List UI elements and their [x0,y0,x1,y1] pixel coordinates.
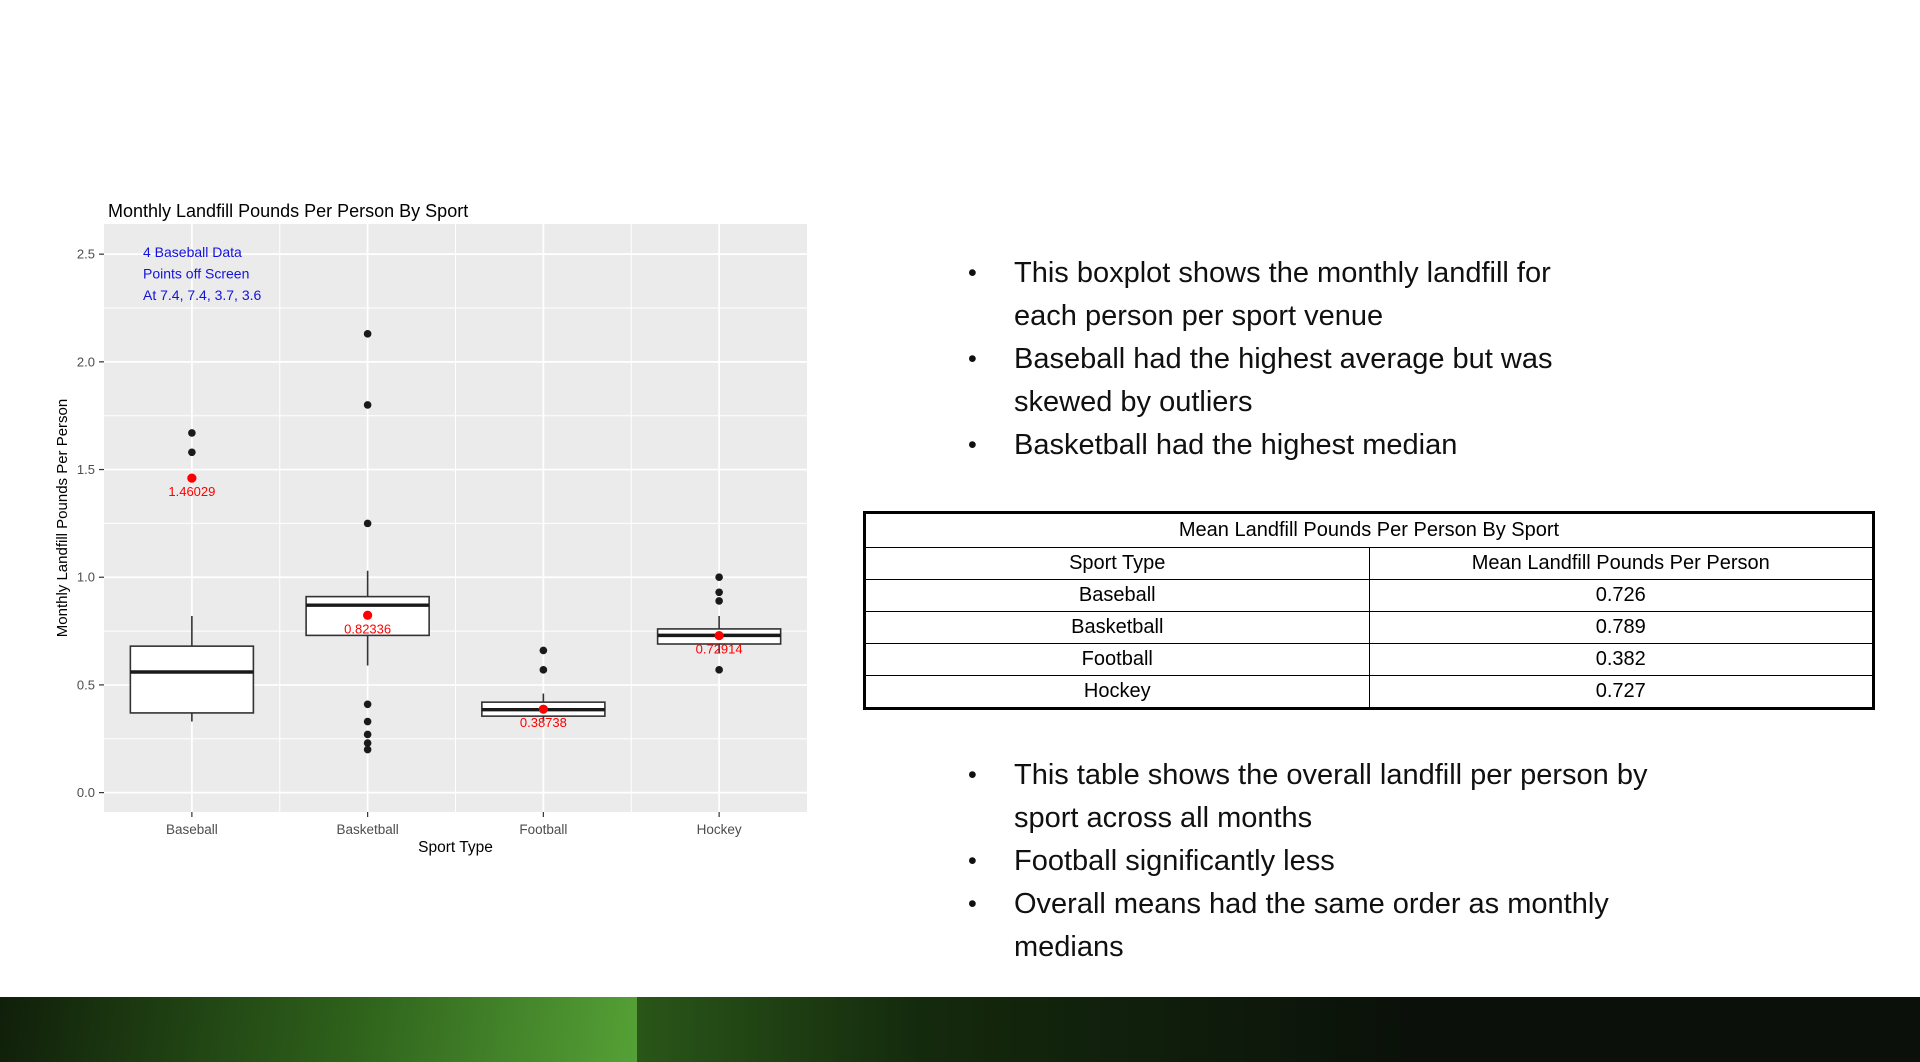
mean-point [538,704,548,714]
table-title: Mean Landfill Pounds Per Person By Sport [864,512,1874,548]
bullet-marker: • [968,259,977,287]
box-baseball [129,645,255,714]
outlier-point [363,717,372,726]
bullet-marker: • [968,431,977,459]
annotation-line: Points off Screen [143,266,249,282]
mean-label: 0.38738 [520,715,567,730]
boxplot-chart: 1.46029 Baseball 0.82336 Basketball 0.38738 F… [52,195,832,871]
boxplot-svg: 1.46029 Baseball 0.82336 Basketball 0.38738 F… [54,201,807,856]
mean-label: 0.72914 [696,642,743,657]
bullet-marker: • [968,890,977,918]
table-notes-list: • This table shows the overall landfill … [968,754,1808,969]
mean-point [363,610,373,620]
bullet-item: • Overall means had the same order as mo… [968,883,1808,969]
cell-sport: Basketball [864,611,1370,644]
mean-label: 0.82336 [344,621,391,636]
y-tick-label: 1.5 [77,462,95,477]
y-tick-label: 2.5 [77,247,95,262]
mean-label: 1.46029 [168,484,215,499]
y-tick-label: 2.0 [77,354,95,369]
mean-table-section: Mean Landfill Pounds Per Person By Sport… [863,511,1875,710]
table-row: Hockey 0.727 [864,675,1874,709]
table-header-row: Sport Type Mean Landfill Pounds Per Pers… [864,547,1874,580]
outlier-point [363,519,372,528]
outlier-point [363,730,372,739]
outlier-point [715,573,723,582]
annotation-line: 4 Baseball Data [143,244,242,260]
bullet-text: Overall means had the same order as mont… [1014,888,1609,963]
outlier-point [715,597,723,605]
outlier-point [363,700,372,709]
outlier-point [363,401,372,409]
y-tick-label: 1.0 [77,570,95,585]
outlier-point [188,448,196,457]
bullet-text: This boxplot shows the monthly landfill … [1014,257,1551,332]
y-tick-label: 0.5 [77,677,95,692]
bullet-item: • This boxplot shows the monthly landfil… [968,252,1748,338]
outlier-point [188,429,196,437]
cell-mean: 0.789 [1368,611,1874,644]
table-row: Baseball 0.726 [864,579,1874,612]
outlier-point [539,646,548,655]
cell-mean: 0.382 [1368,643,1874,676]
mean-point [714,630,724,641]
x-axis-title: Sport Type [418,839,493,856]
x-tick-label: Hockey [697,822,742,837]
chart-title: Monthly Landfill Pounds Per Person By Sp… [108,201,468,221]
bullet-text: Basketball had the highest median [1014,429,1458,461]
bullet-marker: • [968,847,977,875]
x-tick-label: Football [519,822,567,837]
y-axis-title: Monthly Landfill Pounds Per Person [54,399,71,637]
column-header-mean: Mean Landfill Pounds Per Person [1368,547,1874,580]
cell-sport: Football [864,643,1370,676]
footer-dark-gradient-right [637,997,1920,1062]
cell-sport: Baseball [864,579,1370,612]
bullet-item: • Football significantly less [968,840,1808,883]
outlier-point [363,745,372,754]
x-tick-label: Basketball [336,822,398,837]
table-title-row: Mean Landfill Pounds Per Person By Sport [864,512,1874,548]
cell-mean: 0.726 [1368,579,1874,612]
slide-footer-bar [0,997,1920,1062]
footer-green-gradient-left [0,997,637,1062]
chart-notes-list: • This boxplot shows the monthly landfil… [968,252,1748,467]
mean-table: Mean Landfill Pounds Per Person By Sport… [863,511,1875,710]
mean-point [187,473,197,483]
bullet-text: Baseball had the highest average but was… [1014,343,1553,418]
outlier-point [539,666,548,674]
bullet-marker: • [968,345,977,373]
y-tick-label: 0.0 [77,785,95,800]
table-row: Basketball 0.789 [864,611,1874,644]
bullet-marker: • [968,761,977,789]
bullet-item: • Baseball had the highest average but w… [968,338,1748,424]
outlier-point [715,588,723,597]
bullet-text: Football significantly less [1014,845,1335,877]
bullet-item: • This table shows the overall landfill … [968,754,1808,840]
outlier-point [363,739,372,747]
table-row: Football 0.382 [864,643,1874,676]
outlier-point [715,666,723,674]
bullet-text: This table shows the overall landfill pe… [1014,759,1648,834]
annotation-line: At 7.4, 7.4, 3.7, 3.6 [143,287,262,303]
column-header-sport-type: Sport Type [864,547,1370,580]
outlier-point [363,330,372,338]
cell-sport: Hockey [864,675,1370,709]
bullet-item: • Basketball had the highest median [968,424,1748,467]
x-tick-label: Baseball [166,822,218,837]
cell-mean: 0.727 [1368,675,1874,709]
